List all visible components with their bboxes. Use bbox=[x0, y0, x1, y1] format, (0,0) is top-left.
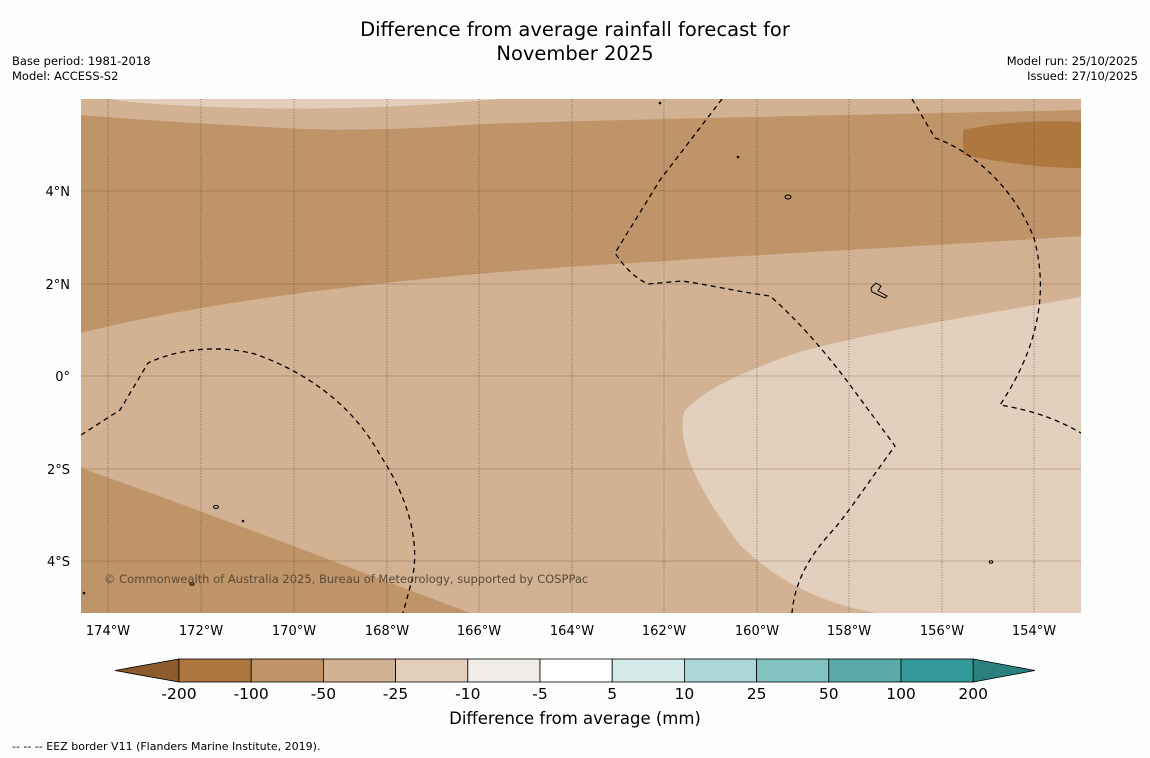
rainfall-map: © Commonwealth of Australia 2025, Bureau… bbox=[46, 99, 1081, 639]
colorbar-segment bbox=[756, 658, 830, 683]
colorbar-segment bbox=[322, 658, 396, 683]
colorbar-segment bbox=[395, 658, 469, 683]
chart-title: Difference from average rainfall forecas… bbox=[0, 18, 1150, 66]
base-period-label: Base period: 1981-2018 bbox=[12, 54, 151, 68]
latitude-labels: 4°N 2°N 0° 2°S 4°S bbox=[46, 185, 71, 570]
lon-label: 162°W bbox=[642, 624, 686, 639]
lon-label: 172°W bbox=[179, 624, 223, 639]
colorbar-title: Difference from average (mm) bbox=[449, 709, 701, 728]
lon-label: 164°W bbox=[550, 624, 594, 639]
colorbar-segment bbox=[178, 658, 252, 683]
island bbox=[241, 519, 245, 523]
eez-border-west bbox=[81, 348, 416, 613]
colorbar-tick-label: -200 bbox=[161, 685, 196, 703]
lon-label: 158°W bbox=[827, 624, 871, 639]
gridlines bbox=[81, 190, 1081, 562]
islands bbox=[82, 101, 994, 595]
colorbar-arrow-right bbox=[972, 658, 1036, 683]
colorbar-tick-labels: -200 -100 -50 -25 -10 -5 5 10 25 50 100 200 bbox=[161, 685, 988, 703]
model-label: Model: ACCESS-S2 bbox=[12, 69, 119, 83]
colorbar-segment bbox=[539, 658, 613, 683]
lat-label: 4°S bbox=[47, 555, 70, 570]
lon-label: 154°W bbox=[1012, 624, 1056, 639]
title-line-1: Difference from average rainfall forecas… bbox=[360, 18, 790, 41]
meta-right: Model run: 25/10/2025 Issued: 27/10/2025 bbox=[1007, 54, 1138, 84]
longitude-labels: 174°W 172°W 170°W 168°W 166°W 164°W 162°… bbox=[86, 624, 1056, 639]
island bbox=[988, 560, 994, 564]
colorbar-segment bbox=[900, 658, 974, 683]
colorbar-tick-label: -10 bbox=[455, 685, 480, 703]
model-run-label: Model run: 25/10/2025 bbox=[1006, 54, 1138, 68]
colorbar-tick-label: 10 bbox=[675, 685, 695, 703]
colorbar-tick-label: 200 bbox=[958, 685, 988, 703]
eez-border-central bbox=[614, 99, 896, 613]
meta-left: Base period: 1981-2018 Model: ACCESS-S2 bbox=[12, 54, 151, 84]
island bbox=[870, 282, 888, 299]
lon-label: 170°W bbox=[272, 624, 316, 639]
colorbar-tick-label: -100 bbox=[234, 685, 269, 703]
eez-borders bbox=[81, 99, 1081, 613]
island bbox=[658, 101, 662, 105]
colorbar: -200 -100 -50 -25 -10 -5 5 10 25 50 100 200 bbox=[114, 658, 1036, 703]
colorbar-segment bbox=[611, 658, 685, 683]
map-fields: © Commonwealth of Australia 2025, Bureau… bbox=[81, 99, 1081, 613]
issued-label: Issued: 27/10/2025 bbox=[1027, 69, 1138, 83]
colorbar-tick-label: 50 bbox=[819, 685, 839, 703]
island bbox=[82, 591, 86, 595]
lon-label: 174°W bbox=[86, 624, 130, 639]
colorbar-segments bbox=[114, 658, 1036, 683]
colorbar-segment bbox=[467, 658, 541, 683]
island bbox=[784, 194, 792, 200]
lon-label: 156°W bbox=[920, 624, 964, 639]
colorbar-tick-label: 100 bbox=[886, 685, 916, 703]
colorbar-segment bbox=[684, 658, 758, 683]
colorbar-tick-label: -50 bbox=[311, 685, 336, 703]
colorbar-arrow-left bbox=[114, 658, 180, 683]
colorbar-segment bbox=[828, 658, 902, 683]
lon-label: 160°W bbox=[735, 624, 779, 639]
colorbar-tick-label: 25 bbox=[747, 685, 767, 703]
lon-label: 166°W bbox=[457, 624, 501, 639]
colorbar-tick-label: -25 bbox=[383, 685, 408, 703]
anomaly-region-m200 bbox=[963, 121, 1081, 168]
island bbox=[213, 505, 219, 509]
anomaly-region-m25-top bbox=[110, 99, 500, 109]
lat-label: 4°N bbox=[46, 185, 71, 200]
eez-footer-note: -- -- -- EEZ border V11 (Flanders Marine… bbox=[12, 740, 321, 753]
title-line-2: November 2025 bbox=[496, 42, 654, 65]
copyright-note: © Commonwealth of Australia 2025, Bureau… bbox=[104, 572, 588, 586]
colorbar-tick-label: -5 bbox=[532, 685, 547, 703]
lon-label: 168°W bbox=[365, 624, 409, 639]
colorbar-segment bbox=[250, 658, 324, 683]
lat-label: 0° bbox=[55, 370, 70, 385]
island bbox=[189, 582, 195, 586]
lat-label: 2°N bbox=[46, 278, 71, 293]
colorbar-tick-label: 5 bbox=[607, 685, 617, 703]
eez-border-east bbox=[911, 99, 1081, 434]
island bbox=[736, 155, 740, 159]
lat-label: 2°S bbox=[47, 463, 70, 478]
